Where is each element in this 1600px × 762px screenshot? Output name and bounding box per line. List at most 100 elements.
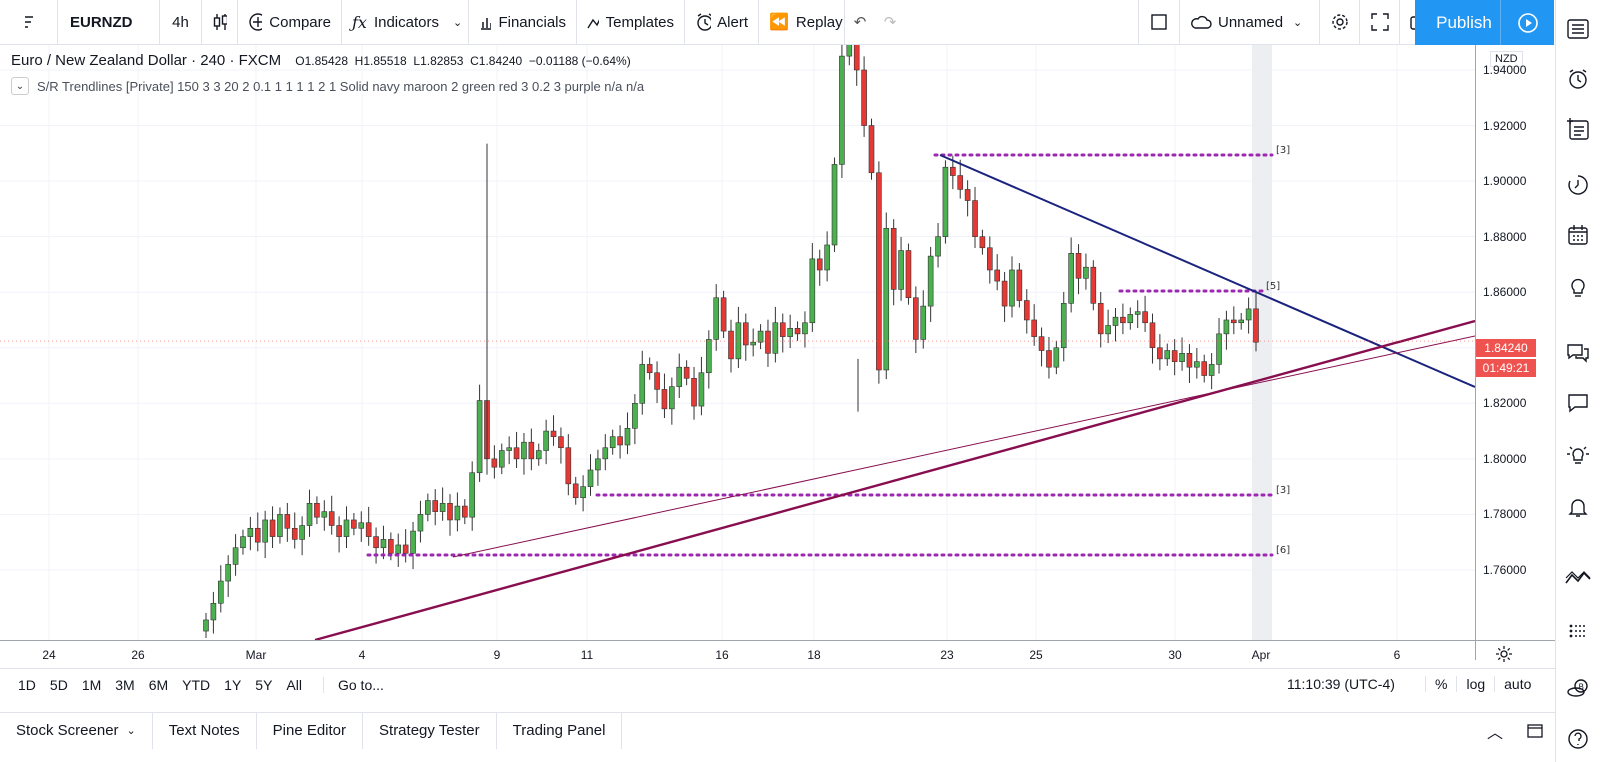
candle-body — [476, 400, 483, 474]
range-button-5d[interactable]: 5D — [49, 676, 68, 693]
time-scale[interactable] — [0, 640, 1555, 668]
hotlist-button[interactable] — [1563, 170, 1593, 200]
time-tick: Mar — [245, 648, 267, 662]
candle-body — [336, 525, 342, 537]
interval-button[interactable]: 4h — [160, 0, 202, 45]
candle-body — [417, 514, 424, 532]
ideas-stream-button[interactable] — [1563, 440, 1593, 470]
dom-button[interactable] — [1563, 616, 1593, 646]
candle-body — [1253, 308, 1259, 343]
tab-text-notes[interactable]: Text Notes — [153, 712, 257, 749]
chart-type-button[interactable] — [202, 0, 238, 45]
symbol-search[interactable]: EURNZD — [58, 0, 160, 45]
candle-body — [232, 547, 239, 565]
publish-button[interactable]: Publish — [1415, 0, 1513, 45]
chats-button[interactable] — [1563, 388, 1593, 418]
undo-button[interactable]: ↶ — [845, 0, 875, 45]
indicators-label: Indicators — [373, 13, 439, 31]
candles-icon — [213, 14, 227, 30]
candle-body — [1097, 303, 1104, 335]
range-button-1y[interactable]: 1Y — [224, 676, 242, 693]
financials-button[interactable]: Financials — [469, 0, 577, 45]
tab-trading-panel[interactable]: Trading Panel — [497, 712, 623, 749]
tab-label: Strategy Tester — [379, 722, 480, 739]
candlestick-chart[interactable]: [3] [5] [3] [6] — [0, 45, 1475, 660]
bell-icon — [1568, 499, 1588, 517]
scale-settings-button[interactable] — [1495, 645, 1513, 668]
tab-stock-screener[interactable]: Stock Screener ⌄ — [0, 712, 153, 749]
indicator-label[interactable]: S/R Trendlines [Private] 150 3 3 20 2 0.… — [37, 78, 645, 94]
undo-icon: ↶ — [853, 14, 867, 31]
candle-body — [661, 389, 668, 410]
data-window-icon — [1567, 118, 1589, 140]
ideas-button[interactable] — [1563, 272, 1593, 302]
alerts-button[interactable] — [1563, 64, 1593, 94]
pattern-button[interactable] — [1563, 562, 1593, 592]
candle-body — [454, 505, 461, 521]
auto-scale-button[interactable]: auto — [1494, 676, 1540, 692]
candle-body — [1238, 319, 1245, 324]
alert-button[interactable]: Alert — [685, 0, 759, 45]
redo-button[interactable]: ↷ — [875, 0, 905, 45]
range-button-all[interactable]: All — [286, 676, 302, 693]
price-scale[interactable] — [1475, 45, 1555, 660]
tab-label: Pine Editor — [272, 722, 347, 739]
alert-label: Alert — [717, 13, 748, 31]
range-button-5y[interactable]: 5Y — [255, 676, 273, 693]
crypto-button[interactable]: B — [1563, 674, 1593, 704]
candle-body — [913, 297, 919, 340]
percent-scale-button[interactable]: % — [1425, 676, 1456, 692]
log-scale-button[interactable]: log — [1456, 676, 1494, 692]
templates-button[interactable]: Templates — [577, 0, 685, 45]
candle-body — [506, 447, 512, 451]
fullscreen-button[interactable] — [1360, 0, 1400, 45]
candle-body — [284, 514, 291, 529]
candle-body — [765, 330, 771, 354]
candle-body — [565, 447, 572, 485]
candle-body — [1223, 319, 1230, 335]
range-button-3m[interactable]: 3M — [115, 676, 135, 693]
range-button-1m[interactable]: 1M — [81, 676, 102, 693]
change-value: −0.01188 (−0.64%) — [528, 54, 631, 68]
help-button[interactable] — [1563, 724, 1593, 754]
candle-body — [691, 378, 697, 407]
candle-body — [558, 436, 564, 449]
sr-level-label: [3] — [1276, 145, 1290, 156]
notifications-button[interactable] — [1563, 492, 1593, 522]
collapse-panel-button[interactable]: ︿ — [1475, 719, 1515, 743]
candle-body — [498, 450, 505, 468]
candle-body — [831, 164, 838, 246]
maximize-panel-button[interactable] — [1515, 723, 1555, 739]
select-layout-button[interactable] — [1138, 0, 1180, 45]
data-window-button[interactable] — [1563, 114, 1593, 144]
layout-menu-button[interactable]: Unnamed ⌄ — [1180, 0, 1320, 45]
replay-play-button[interactable] — [1500, 0, 1554, 45]
indicators-button[interactable]: ƒx Indicators ⌄ — [342, 0, 469, 45]
streams-button[interactable] — [1563, 338, 1593, 368]
indicator-legend: ⌄ S/R Trendlines [Private] 150 3 3 20 2 … — [11, 77, 644, 95]
financials-label: Financials — [498, 13, 566, 31]
replay-button[interactable]: ⏪ Replay — [759, 0, 845, 45]
symbol-title[interactable]: Euro / New Zealand Dollar · 240 · FXCM — [11, 52, 282, 69]
range-button-ytd[interactable]: YTD — [182, 676, 211, 693]
goto-date-button[interactable]: Go to... — [322, 676, 384, 693]
candle-body — [262, 519, 268, 543]
currency-label[interactable]: NZD — [1490, 51, 1523, 67]
candle-body — [528, 441, 535, 460]
bottom-panel-tabs: Stock Screener ⌄ Text Notes Pine Editor S… — [0, 712, 1555, 749]
chart-pane[interactable]: [3] [5] [3] [6] — [0, 45, 1475, 660]
timezone-clock[interactable]: 11:10:39 (UTC-4) — [1287, 676, 1395, 692]
candle-body — [210, 602, 217, 621]
range-button-1d[interactable]: 1D — [18, 676, 36, 693]
tab-pine-editor[interactable]: Pine Editor — [257, 712, 364, 749]
collapse-legend-button[interactable]: ⌄ — [11, 77, 29, 95]
last-price-label: 1.84240 — [1476, 339, 1536, 357]
tab-strategy-tester[interactable]: Strategy Tester — [363, 712, 497, 749]
range-button-6m[interactable]: 6M — [148, 676, 169, 693]
menu-button[interactable] — [0, 0, 58, 45]
compare-button[interactable]: Compare — [238, 0, 342, 45]
watchlist-button[interactable] — [1563, 14, 1593, 44]
calendar-button[interactable] — [1563, 220, 1593, 250]
candle-body — [809, 258, 816, 324]
settings-button[interactable] — [1320, 0, 1360, 45]
